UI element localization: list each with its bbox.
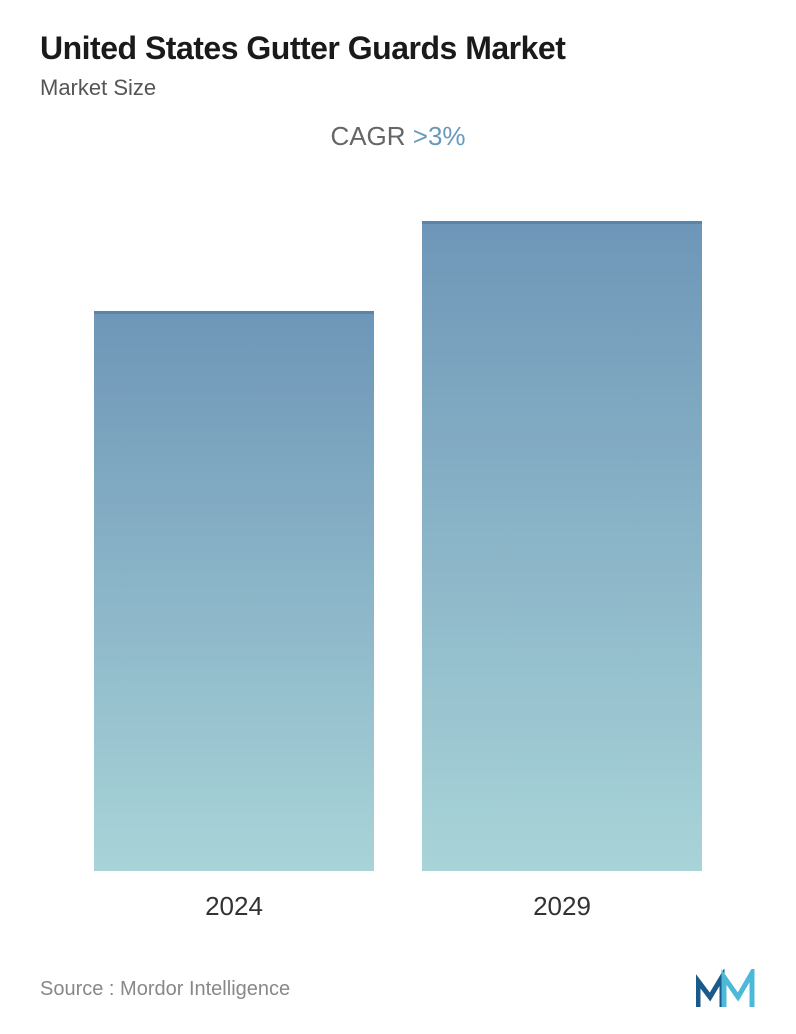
- chart-title: United States Gutter Guards Market: [40, 30, 756, 67]
- mordor-logo-icon: [696, 969, 756, 1009]
- bar-group-2029: 2029: [422, 221, 702, 922]
- source-attribution: Source : Mordor Intelligence: [40, 978, 290, 1001]
- chart-footer: Source : Mordor Intelligence: [40, 969, 756, 1009]
- cagr-label: CAGR: [330, 121, 412, 151]
- bar-label-2029: 2029: [533, 891, 591, 922]
- bar-chart: 2024 2029: [40, 182, 756, 922]
- cagr-metric: CAGR >3%: [40, 121, 756, 152]
- bar-label-2024: 2024: [205, 891, 263, 922]
- bar-group-2024: 2024: [94, 311, 374, 922]
- bar-2029: [422, 221, 702, 871]
- bar-2024: [94, 311, 374, 871]
- chart-subtitle: Market Size: [40, 75, 756, 101]
- cagr-value: >3%: [413, 121, 466, 151]
